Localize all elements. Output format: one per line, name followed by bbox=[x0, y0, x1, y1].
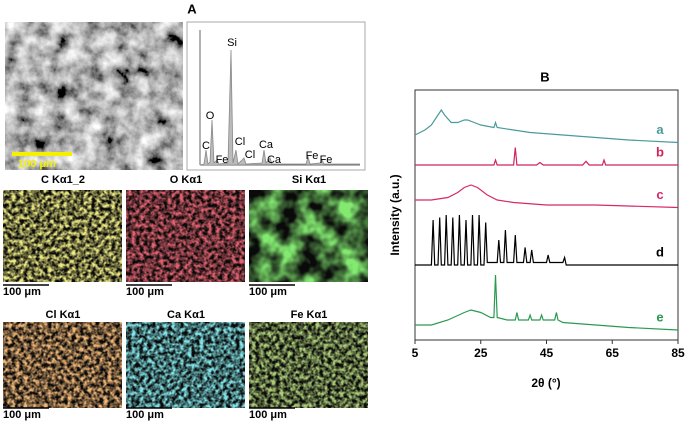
xrd-pattern bbox=[414, 108, 679, 144]
x-tick-label: 25 bbox=[474, 346, 488, 360]
xrd-pattern bbox=[415, 214, 678, 266]
map-title: O Kα1 bbox=[170, 174, 202, 186]
scale-label: 100 μm bbox=[126, 286, 164, 298]
peak-label: C bbox=[202, 140, 210, 152]
x-tick-label: 45 bbox=[540, 346, 554, 360]
xrd-pattern bbox=[415, 184, 679, 209]
x-tick-label: 5 bbox=[412, 346, 419, 360]
map-title: Cl Kα1 bbox=[46, 309, 81, 321]
series-label: b bbox=[656, 144, 664, 159]
xrd-chart: B 2θ (°) Intensity (a.u.) 5 25 45 65 85 ab c d e bbox=[388, 69, 685, 390]
peak-label: Ca bbox=[259, 139, 274, 151]
x-tick-label: 65 bbox=[606, 346, 620, 360]
scale-label: 100 μm bbox=[126, 409, 164, 421]
map-image bbox=[249, 190, 368, 282]
map-title: C Kα1_2 bbox=[41, 174, 85, 186]
scale-label: 100 μm bbox=[3, 286, 41, 298]
scale-label: 100 μm bbox=[3, 409, 41, 421]
series-label: c bbox=[656, 187, 663, 202]
peak-label: Fe bbox=[216, 154, 229, 166]
map-image bbox=[126, 322, 245, 408]
scale-label: 100 μm bbox=[249, 286, 287, 298]
peak-label: O bbox=[206, 110, 215, 122]
x-axis-title: 2θ (°) bbox=[531, 376, 560, 390]
map-image bbox=[249, 322, 368, 408]
map-title: Ca Kα1 bbox=[167, 309, 205, 321]
spectrum-trace bbox=[199, 49, 360, 166]
series-label: d bbox=[656, 244, 664, 259]
spectrum-labels: Si O C Fe Cl Cl Ca Ca Fe Fe bbox=[202, 37, 332, 166]
peak-label: Fe bbox=[306, 150, 319, 162]
peak-label: Si bbox=[227, 37, 237, 49]
map-image bbox=[3, 322, 122, 408]
element-maps: C Kα1_2 100 μm O Kα1 100 μm Si Kα1 100 μm Cl K… bbox=[3, 174, 368, 421]
sem-image bbox=[5, 22, 183, 170]
xrd-pattern bbox=[415, 274, 679, 331]
y-axis-title: Intensity (a.u.) bbox=[388, 174, 402, 255]
xrd-pattern bbox=[415, 147, 678, 166]
peak-label: Cl bbox=[235, 136, 245, 148]
panel-label: B bbox=[540, 69, 549, 84]
series-label: e bbox=[656, 309, 663, 324]
map-title: Fe Kα1 bbox=[291, 309, 328, 321]
spectrum-frame bbox=[186, 21, 366, 171]
series-label: a bbox=[656, 122, 664, 137]
map-image bbox=[126, 190, 245, 282]
scale-label: 100 μm bbox=[249, 409, 287, 421]
map-title: Si Kα1 bbox=[292, 174, 326, 186]
panel-label: A bbox=[187, 1, 197, 16]
peak-label: Ca bbox=[267, 154, 282, 166]
peak-label: Fe bbox=[320, 154, 333, 166]
scale-label: 100 μm bbox=[18, 158, 56, 170]
peak-label: Cl bbox=[245, 149, 255, 161]
map-image bbox=[3, 190, 122, 282]
x-tick-label: 85 bbox=[671, 346, 685, 360]
